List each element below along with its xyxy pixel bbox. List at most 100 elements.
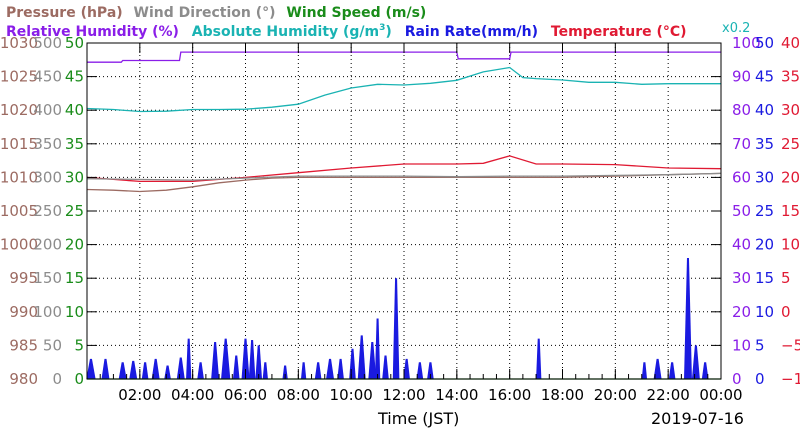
right-tick-label-relative-humidity: 70 [732, 135, 751, 153]
right-tick-label-relative-humidity: 10 [732, 336, 751, 354]
rain-rate-spike [368, 342, 377, 379]
right-tick-label-rain-rate: 45 [755, 68, 774, 86]
left-tick-label-wind-direction: 400 [33, 101, 62, 119]
date-label: 2019-07-16 [651, 409, 744, 428]
left-tick-label-wind-direction: 500 [33, 34, 62, 52]
rain-rate-spike [241, 338, 250, 379]
right-tick-label-temperature: −5 [781, 336, 800, 354]
rain-rate-spike [403, 358, 410, 379]
legend-row-1: Pressure (hPa) Wind Direction (°) Wind S… [6, 5, 426, 21]
x-tick-label: 16:00 [488, 386, 531, 404]
left-tick-label-pressure: 990 [9, 303, 38, 321]
rain-rate-spike [197, 362, 204, 379]
left-tick-label-wind-direction: 200 [33, 236, 62, 254]
rain-rate-spike [186, 338, 192, 379]
rain-rate-spike [262, 362, 268, 379]
right-tick-label-rain-rate: 5 [755, 336, 765, 354]
rain-rate-spike [326, 358, 334, 379]
right-tick-label-relative-humidity: 90 [732, 68, 751, 86]
left-tick-label-wind-direction: 150 [33, 269, 62, 287]
left-tick-label-pressure: 1010 [0, 168, 38, 186]
right-tick-label-temperature: −10 [781, 370, 800, 388]
rain-rate-spike [427, 362, 434, 379]
left-tick-label-wind-speed: 20 [65, 236, 84, 254]
x-tick-label: 00:00 [699, 386, 742, 404]
right-tick-label-rain-rate: 15 [755, 269, 774, 287]
right-tick-label-relative-humidity: 0 [732, 370, 742, 388]
rain-rate-spike [357, 335, 366, 379]
x-axis-ticks: 02:00 04:00 06:00 08:00 10:00 12:00 14:00 16:00… [86, 43, 743, 404]
left-tick-label-pressure: 1025 [0, 68, 38, 86]
left-tick-label-pressure: 1005 [0, 202, 38, 220]
rain-rate-spike [141, 362, 149, 379]
right-tick-label-relative-humidity: 80 [732, 101, 751, 119]
left-tick-label-wind-direction: 350 [33, 135, 62, 153]
legend-wind-direction: Wind Direction (°) [134, 5, 276, 21]
legend-absolute-humidity-sup: 3 [379, 23, 385, 33]
left-tick-label-wind-speed: 30 [65, 168, 84, 186]
x-tick-label: 20:00 [594, 386, 637, 404]
left-tick-label-wind-speed: 5 [74, 336, 84, 354]
left-tick-label-wind-speed: 15 [65, 269, 84, 287]
x-axis-title: Time (JST) [377, 409, 459, 428]
rain-rate-spike [337, 358, 344, 379]
right-axes: 1009080706050403020100504540353025201510… [732, 34, 800, 388]
left-tick-label-wind-direction: 100 [33, 303, 62, 321]
legend-temperature: Temperature (°C) [551, 24, 687, 40]
rain-rate-spike [232, 355, 240, 379]
right-tick-label-rain-rate: 0 [755, 370, 765, 388]
legend-absolute-humidity-close: ) [385, 24, 391, 40]
right-tick-label-rain-rate: 25 [755, 202, 774, 220]
left-tick-label-pressure: 1020 [0, 101, 38, 119]
left-tick-label-wind-speed: 10 [65, 303, 84, 321]
left-tick-label-pressure: 985 [9, 336, 38, 354]
series-line-absolute-humidity [86, 66, 721, 113]
left-tick-label-wind-speed: 0 [74, 370, 84, 388]
left-tick-label-wind-speed: 40 [65, 101, 84, 119]
right-tick-label-rain-rate: 10 [755, 303, 774, 321]
rain-rate-spike [641, 362, 648, 379]
right-tick-label-temperature: 20 [781, 168, 800, 186]
rain-rate-spike [151, 358, 160, 379]
x-tick-label: 06:00 [224, 386, 267, 404]
rain-rate-spike [211, 342, 220, 379]
legend-rain-rate: Rain Rate(mm/h) [405, 24, 538, 40]
right-tick-label-relative-humidity: 30 [732, 269, 751, 287]
right-tick-label-rain-rate: 50 [755, 34, 774, 52]
left-tick-label-pressure: 1000 [0, 236, 38, 254]
rain-rate-spike [668, 362, 676, 379]
rain-rate-spike [536, 338, 542, 379]
legend-absolute-humidity: Absolute Humidity (g/m [192, 24, 379, 40]
left-tick-label-pressure: 1030 [0, 34, 38, 52]
rain-rate-spike [382, 355, 389, 379]
rain-rate-spike [684, 258, 692, 379]
left-tick-label-wind-direction: 450 [33, 68, 62, 86]
right-tick-label-temperature: 40 [781, 34, 800, 52]
legend: Pressure (hPa) Wind Direction (°) Wind S… [6, 5, 750, 40]
right-tick-label-relative-humidity: 100 [732, 34, 761, 52]
left-tick-label-pressure: 995 [9, 269, 38, 287]
right-tick-label-relative-humidity: 60 [732, 168, 751, 186]
right-tick-label-rain-rate: 30 [755, 168, 774, 186]
legend-row-2: Relative Humidity (%) Absolute Humidity … [6, 23, 687, 40]
rain-rate-spike [653, 358, 662, 379]
left-tick-label-pressure: 1015 [0, 135, 38, 153]
left-tick-label-wind-direction: 300 [33, 168, 62, 186]
left-tick-label-wind-direction: 0 [52, 370, 62, 388]
x-tick-label: 10:00 [330, 386, 373, 404]
legend-pressure: Pressure (hPa) [6, 5, 123, 21]
rain-rate-spike [248, 340, 256, 379]
right-tick-label-relative-humidity: 50 [732, 202, 751, 220]
rain-rate-spike [129, 360, 138, 379]
x-tick-label: 18:00 [541, 386, 584, 404]
right-tick-label-rain-rate: 35 [755, 135, 774, 153]
rain-rate-spike [691, 345, 700, 379]
rain-rate-spike [255, 345, 263, 379]
right-tick-label-temperature: 5 [781, 269, 791, 287]
series-line-pressure [86, 172, 722, 193]
rain-rate-series [86, 258, 709, 379]
left-tick-label-wind-speed: 35 [65, 135, 84, 153]
right-tick-label-temperature: 25 [781, 135, 800, 153]
x-tick-label: 22:00 [647, 386, 690, 404]
